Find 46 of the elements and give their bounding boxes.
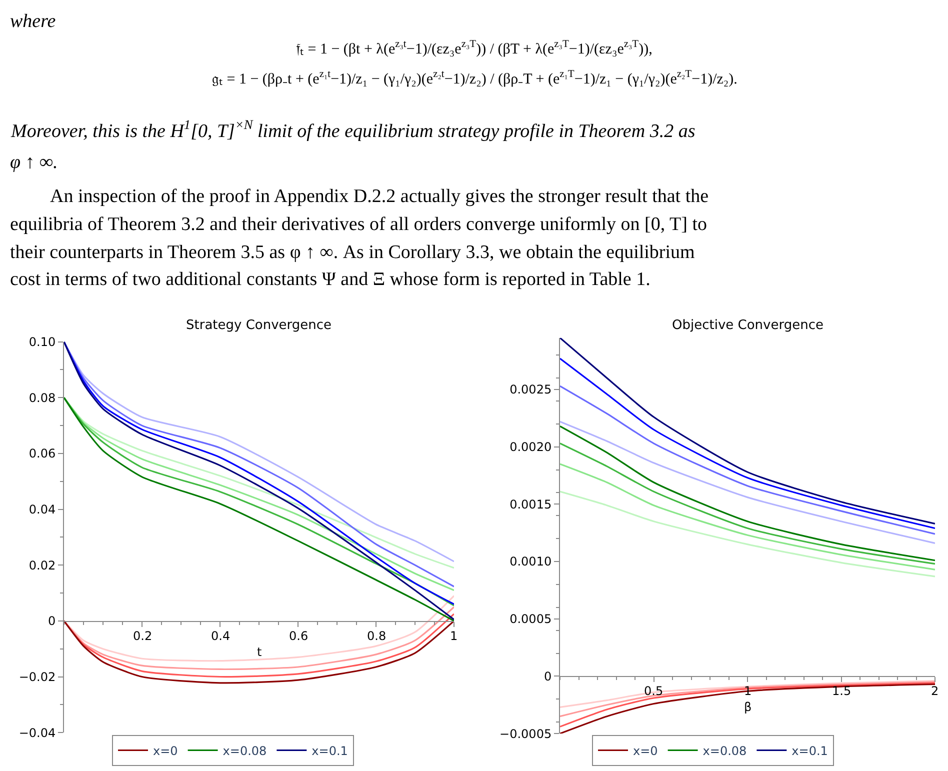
- legend-label: x=0: [153, 744, 178, 758]
- text: Moreover, this is the H$^{1}$[0, T]$^{×N}$ limit of the equilibrium strategy profile in Theorem 3.2 as: [10, 117, 696, 142]
- text: 𝔤ₜ = 1 − (βρ₋t + (e$^{z₁t}$−1)/z₁ − (γ₁/γ₂)(e$^{z₂t}$−1)/z₂) / (βρ₋T + (e$^{z₁T}$−1)/z₁ − (γ₁/γ₂)(e$^{z₂T}$−1)/z₂).: [212, 69, 738, 88]
- text: equilibria of Theorem 3.2 and their derivatives of all orders converge uniformly on [0, T] to: [10, 214, 707, 235]
- x-tick-label: 0.8: [367, 629, 386, 643]
- x-tick-label: 2: [931, 684, 939, 698]
- line-series: [560, 385, 935, 535]
- x-tick-label: 1: [450, 629, 458, 643]
- legend-label: x=0.1: [312, 744, 348, 758]
- y-tick-label: 0.0005: [510, 612, 552, 626]
- x-axis-title: β: [744, 700, 752, 714]
- text: their counterparts in Theorem 3.5 as φ ↑ ∞. As in Corollary 3.3, we obtain the equilibrium: [10, 242, 696, 263]
- y-tick-label: 0.04: [28, 502, 56, 516]
- y-tick-label: 0.0020: [510, 440, 552, 454]
- text: cost in terms of two additional constants Ψ and Ξ whose form is reported in Table 1.: [10, 269, 650, 290]
- chart-title: Strategy Convergence: [186, 318, 332, 333]
- line-series: [560, 490, 935, 578]
- y-tick-label: 0.02: [28, 558, 56, 572]
- x-tick-label: 1.5: [832, 684, 852, 698]
- chart-title: Objective Convergence: [672, 318, 824, 333]
- text: where: [10, 11, 56, 32]
- y-tick-label: 0.10: [28, 335, 56, 350]
- y-tick-label: 0.0010: [510, 554, 552, 569]
- legend-label: x=0: [633, 744, 658, 758]
- y-tick-label: 0: [48, 614, 56, 628]
- y-tick-label: 0.06: [28, 446, 56, 461]
- x-tick-label: 0.2: [133, 629, 152, 643]
- line-series: [560, 420, 935, 544]
- x-tick-label: 0.5: [644, 684, 664, 698]
- line-series: [560, 463, 935, 570]
- legend-label: x=0.08: [222, 744, 267, 758]
- y-tick-label: 0.0015: [510, 497, 552, 512]
- text: φ ↑ ∞.: [10, 152, 58, 173]
- x-tick-label: 0.4: [211, 629, 230, 643]
- text: 𝔣ₜ = 1 − (βt + λ(e$^{z₃t}$−1)/(εz₃e$^{z₃T}$)) / (βT + λ(e$^{z₃T}$−1)/(εz₃e$^{z₃T}$)),: [296, 39, 652, 58]
- y-tick-label: −0.04: [18, 726, 56, 740]
- y-tick-label: −0.0005: [500, 726, 552, 741]
- y-tick-label: 0: [544, 669, 552, 684]
- y-tick-label: −0.02: [18, 670, 56, 684]
- y-tick-label: 0.0025: [510, 382, 552, 397]
- x-axis-title: t: [257, 645, 262, 659]
- y-tick-label: 0.08: [28, 390, 56, 405]
- legend-label: x=0.1: [792, 744, 828, 758]
- legend-label: x=0.08: [702, 744, 747, 758]
- text: An inspection of the proof in Appendix D.2.2 actually gives the stronger result that the: [50, 186, 709, 207]
- x-tick-label: 0.6: [289, 629, 308, 643]
